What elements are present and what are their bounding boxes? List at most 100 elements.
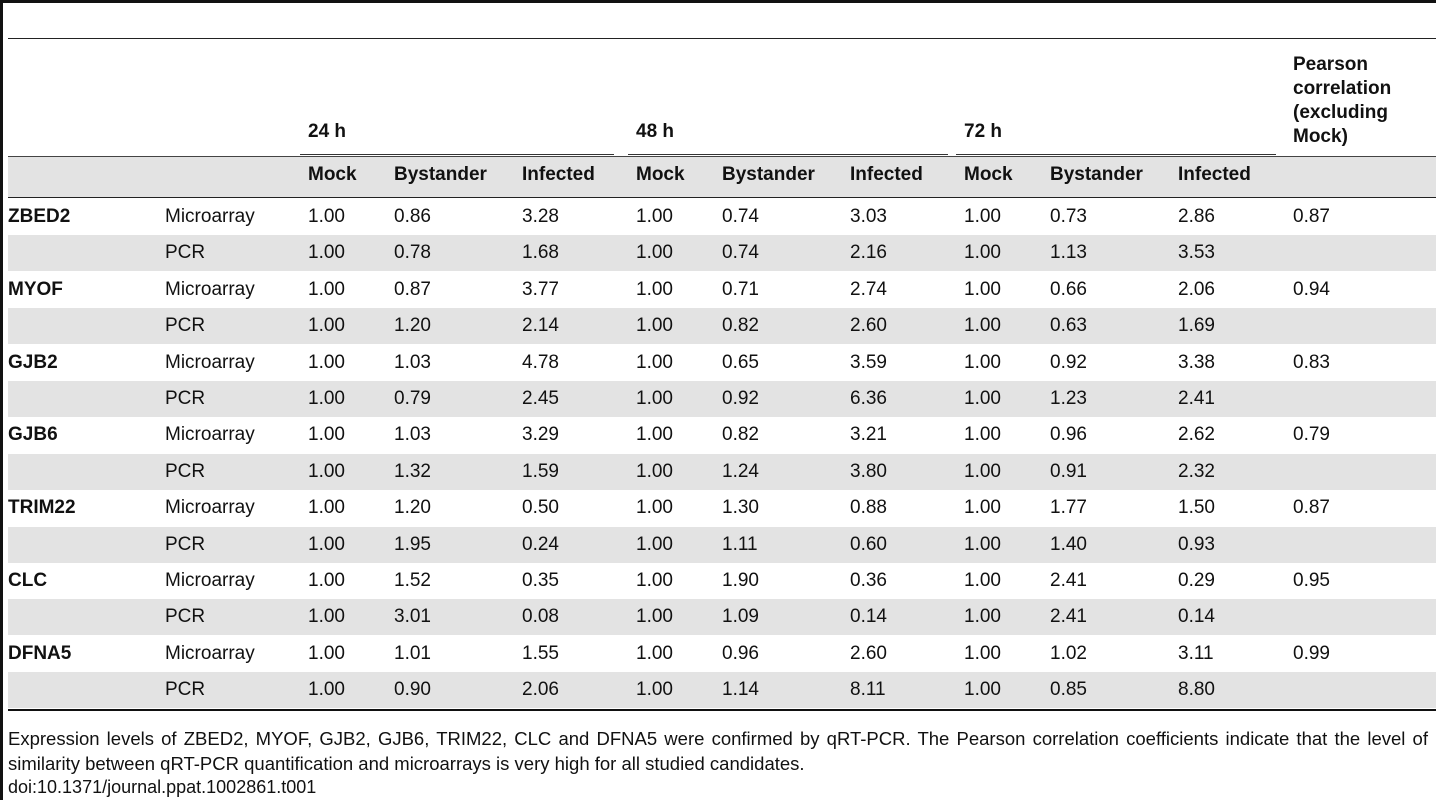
table-caption: Expression levels of ZBED2, MYOF, GJB2, … <box>8 728 1428 774</box>
subheader-mock: Mock <box>308 164 357 185</box>
value-cell: 2.86 <box>1178 206 1215 227</box>
table-row: PCR 1.00 0.79 2.45 1.00 0.92 6.36 1.00 1.23 2.41 <box>8 381 1436 417</box>
value-cell: 1.00 <box>636 242 673 264</box>
value-cell: 1.95 <box>394 533 431 555</box>
value-cell: 1.00 <box>636 679 673 701</box>
value-cell: 0.92 <box>722 388 759 409</box>
value-cell: 0.65 <box>722 351 759 373</box>
value-cell: 2.45 <box>522 388 559 409</box>
value-cell: 1.01 <box>394 642 431 664</box>
table-row: PCR 1.00 1.95 0.24 1.00 1.11 0.60 1.00 1.40 0.93 <box>8 526 1436 563</box>
value-cell: 3.59 <box>850 351 887 373</box>
method-label: PCR <box>165 679 206 701</box>
value-cell: 1.00 <box>308 351 345 373</box>
value-cell: 0.91 <box>1050 460 1087 482</box>
value-cell: 1.00 <box>308 533 345 555</box>
gene-name: TRIM22 <box>8 497 76 519</box>
gene-name: DFNA5 <box>8 642 72 664</box>
value-cell: 0.74 <box>722 242 759 264</box>
value-cell: 0.35 <box>522 570 559 591</box>
value-cell: 3.29 <box>522 424 559 446</box>
left-border-rule <box>0 0 3 800</box>
value-cell: 1.32 <box>394 460 431 482</box>
value-cell: 1.00 <box>308 388 345 409</box>
value-cell: 3.03 <box>850 206 887 227</box>
table-row: TRIM22 Microarray 1.00 1.20 0.50 1.00 1.30 0.88… <box>8 490 1436 526</box>
value-cell: 2.06 <box>1178 278 1215 300</box>
value-cell: 1.00 <box>964 206 1001 227</box>
value-cell: 0.14 <box>1178 606 1215 628</box>
value-cell: 8.11 <box>850 679 886 701</box>
value-cell: 1.00 <box>636 606 673 628</box>
value-cell: 1.00 <box>636 570 673 591</box>
value-cell: 0.78 <box>394 242 431 264</box>
value-cell: 1.03 <box>394 424 431 446</box>
table-row: PCR 1.00 0.90 2.06 1.00 1.14 8.11 1.00 0.85 8.80 <box>8 672 1436 709</box>
group-underline-24h <box>300 154 614 155</box>
method-label: Microarray <box>165 278 255 300</box>
value-cell: 0.92 <box>1050 351 1087 373</box>
gene-name: MYOF <box>8 278 63 300</box>
table-top-rule <box>8 38 1436 39</box>
subheader-infected: Infected <box>1178 164 1251 185</box>
value-cell: 2.60 <box>850 642 887 664</box>
method-label: PCR <box>165 315 206 337</box>
value-cell: 1.00 <box>964 278 1001 300</box>
value-cell: 0.73 <box>1050 206 1087 227</box>
group-underline-72h <box>956 154 1276 155</box>
value-cell: 1.00 <box>964 424 1001 446</box>
value-cell: 0.74 <box>722 206 759 227</box>
value-cell: 0.82 <box>722 315 759 337</box>
value-cell: 1.68 <box>522 242 559 264</box>
value-cell: 1.00 <box>308 206 345 227</box>
group-underline-48h <box>628 154 948 155</box>
column-subheaders: Mock Bystander Infected Mock Bystander I… <box>8 156 1436 198</box>
table-row: GJB2 Microarray 1.00 1.03 4.78 1.00 0.65 3.59 1.… <box>8 345 1436 381</box>
table-row: CLC Microarray 1.00 1.52 0.35 1.00 1.90 0.36 1.0… <box>8 563 1436 599</box>
gene-name: GJB6 <box>8 424 58 446</box>
value-cell: 1.00 <box>964 570 1001 591</box>
value-cell: 3.28 <box>522 206 559 227</box>
pearson-value: 0.83 <box>1293 351 1330 373</box>
value-cell: 0.85 <box>1050 679 1087 701</box>
table-bottom-rule <box>8 709 1436 711</box>
value-cell: 1.90 <box>722 570 759 591</box>
method-label: PCR <box>165 388 206 409</box>
value-cell: 1.00 <box>308 315 345 337</box>
value-cell: 1.50 <box>1178 497 1215 519</box>
value-cell: 1.00 <box>636 497 673 519</box>
table-row: PCR 1.00 0.78 1.68 1.00 0.74 2.16 1.00 1.13 3.53 <box>8 235 1436 272</box>
pearson-header: Pearson correlation (excluding Mock) <box>1293 54 1392 147</box>
value-cell: 1.00 <box>964 388 1001 409</box>
table-row: GJB6 Microarray 1.00 1.03 3.29 1.00 0.82 3.21 1.… <box>8 417 1436 453</box>
value-cell: 1.02 <box>1050 642 1087 664</box>
value-cell: 0.50 <box>522 497 559 519</box>
value-cell: 1.00 <box>636 315 673 337</box>
value-cell: 6.36 <box>850 388 887 409</box>
subheader-infected: Infected <box>522 164 595 185</box>
value-cell: 0.79 <box>394 388 431 409</box>
doi-text: doi:10.1371/journal.ppat.1002861.t001 <box>8 777 317 797</box>
value-cell: 0.24 <box>522 533 559 555</box>
pearson-value: 0.94 <box>1293 278 1330 300</box>
value-cell: 2.41 <box>1050 606 1087 628</box>
value-cell: 0.96 <box>722 642 759 664</box>
value-cell: 3.53 <box>1178 242 1215 264</box>
value-cell: 3.80 <box>850 460 887 482</box>
value-cell: 1.24 <box>722 460 759 482</box>
value-cell: 1.14 <box>722 679 759 701</box>
value-cell: 1.00 <box>308 570 345 591</box>
value-cell: 0.88 <box>850 497 887 519</box>
table-row: DFNA5 Microarray 1.00 1.01 1.55 1.00 0.96 2.60 1… <box>8 636 1436 672</box>
value-cell: 1.00 <box>964 497 1001 519</box>
value-cell: 1.52 <box>394 570 431 591</box>
subheader-bystander: Bystander <box>394 164 487 185</box>
subheader-mock: Mock <box>636 164 685 185</box>
method-label: PCR <box>165 606 206 628</box>
value-cell: 1.00 <box>964 351 1001 373</box>
value-cell: 1.00 <box>308 278 345 300</box>
value-cell: 0.14 <box>850 606 887 628</box>
subheader-bystander: Bystander <box>1050 164 1143 185</box>
group-header-72h: 72 h <box>964 121 1003 142</box>
value-cell: 1.00 <box>308 642 345 664</box>
